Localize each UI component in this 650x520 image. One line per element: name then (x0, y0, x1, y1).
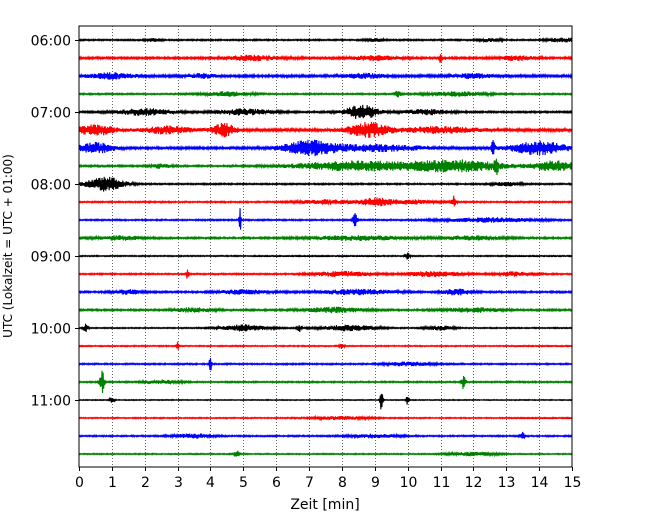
trace-1030 (78, 357, 573, 371)
x-tick-label-0: 0 (75, 475, 84, 491)
trace-0930 (78, 288, 573, 296)
x-tick-label-10: 10 (400, 475, 418, 491)
trace-0915 (78, 269, 573, 279)
trace-1130 (78, 431, 573, 440)
y-axis-title: UTC (Lokalzeit = UTC + 01:00) (1, 154, 15, 338)
y-tick-label-0800: 08:00 (31, 178, 71, 194)
x-tick-label-1: 1 (108, 475, 117, 491)
trace-0830 (78, 208, 573, 230)
trace-0600 (78, 36, 573, 44)
x-tick-label-11: 11 (433, 475, 451, 491)
trace-1145 (78, 450, 573, 458)
x-tick-label-8: 8 (338, 475, 347, 491)
y-tick-label-1000: 10:00 (31, 322, 71, 338)
x-tick-label-14: 14 (531, 475, 549, 491)
y-tick-label-0900: 09:00 (31, 250, 71, 266)
x-tick-label-12: 12 (465, 475, 483, 491)
trace-0700 (78, 104, 573, 119)
y-axis-ticks: 06:00 07:00 08:00 09:00 10:00 11:00 (31, 34, 79, 410)
trace-0745 (78, 158, 573, 176)
trace-1115 (78, 414, 573, 422)
trace-1045 (78, 370, 573, 393)
trace-0715 (78, 121, 573, 138)
x-tick-label-3: 3 (174, 475, 183, 491)
trace-0845 (78, 234, 573, 242)
trace-0945 (78, 306, 573, 314)
x-tick-label-7: 7 (305, 475, 314, 491)
x-tick-label-5: 5 (239, 475, 248, 491)
plot-frame (78, 25, 573, 468)
x-tick-label-15: 15 (564, 475, 582, 491)
y-tick-label-0600: 06:00 (31, 34, 71, 50)
trace-0645 (78, 90, 573, 98)
y-tick-label-1100: 11:00 (31, 394, 71, 410)
trace-1000 (78, 323, 573, 333)
trace-0815 (78, 195, 573, 207)
trace-1100 (78, 393, 573, 410)
trace-1015 (78, 341, 573, 350)
trace-0730 (78, 139, 573, 157)
y-tick-label-0700: 07:00 (31, 106, 71, 122)
trace-0900 (78, 252, 573, 260)
x-tick-label-13: 13 (498, 475, 516, 491)
x-tick-label-2: 2 (141, 475, 150, 491)
trace-group (78, 36, 573, 458)
trace-0615 (78, 54, 573, 63)
x-tick-label-9: 9 (371, 475, 380, 491)
x-tick-label-4: 4 (206, 475, 215, 491)
trace-0630 (78, 72, 573, 80)
x-tick-label-6: 6 (272, 475, 281, 491)
x-axis-title: Zeit [min] (290, 497, 359, 513)
x-axis-ticks: 0 1 2 3 4 5 6 7 8 9 10 11 12 13 14 15 (75, 467, 581, 491)
trace-0800 (78, 176, 573, 192)
